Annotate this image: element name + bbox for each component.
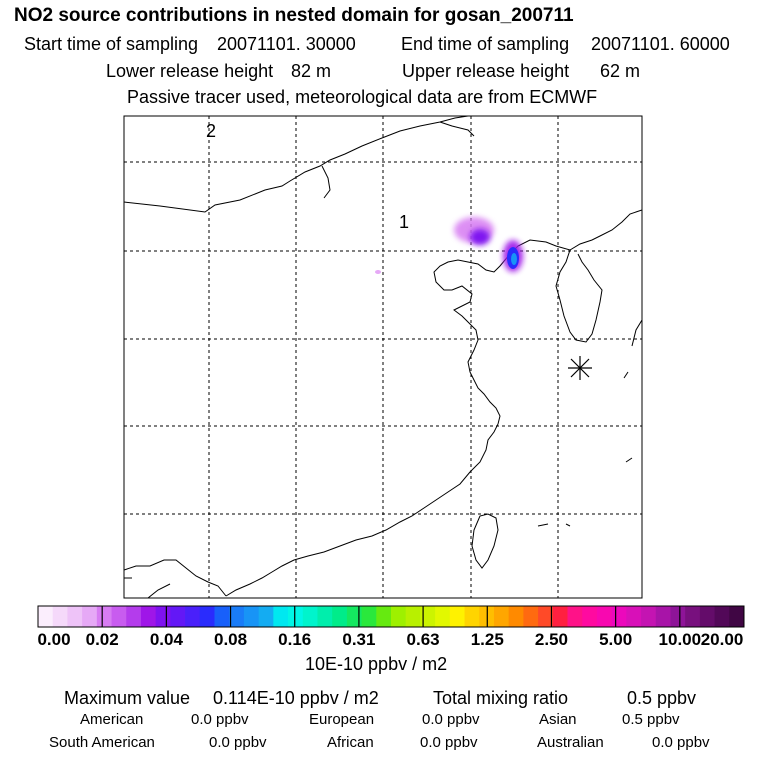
region-value-american: 0.0 ppbv: [191, 711, 249, 728]
end-time-label: End time of sampling: [401, 34, 570, 54]
colorbar-cell: [729, 606, 745, 627]
colorbar-cell: [523, 606, 539, 627]
colorbar-tick-label: 0.08: [213, 630, 248, 649]
colorbar-cell: [582, 606, 598, 627]
colorbar-cell: [670, 606, 686, 627]
colorbar-tick-label: 2.50: [534, 630, 568, 649]
region-name-asian: Asian: [539, 711, 577, 728]
colorbar-cell: [273, 606, 289, 627]
colorbar-cell: [140, 606, 157, 627]
colorbar-frame: [37, 605, 745, 628]
colorbar-cell: [346, 606, 362, 627]
colorbar-cell: [332, 606, 348, 627]
colorbar-cell: [214, 606, 230, 627]
start-time-label: Start time of sampling: [24, 34, 199, 54]
colorbar-cell: [714, 606, 730, 627]
upper-height-value: 62 m: [600, 61, 641, 81]
chart-title: NO2 source contributions in nested domai…: [14, 5, 574, 26]
region-name-south-american: South American: [49, 734, 155, 751]
region-label-1: 1: [399, 212, 409, 232]
colorbar-tick-label: 0.16: [278, 630, 312, 649]
lower-height-value: 82 m: [291, 61, 332, 81]
colorbar-cell: [685, 606, 701, 627]
colorbar-cell: [67, 606, 83, 627]
colorbar-cell: [82, 606, 98, 627]
colorbar-cell: [552, 606, 568, 627]
colorbar-unit-label: 10E-10 ppbv / m2: [305, 654, 448, 674]
colorbar-tick-label: 0.63: [406, 630, 440, 649]
tracer-note: Passive tracer used, meteorological data…: [127, 87, 598, 107]
lower-height-label: Lower release height: [106, 61, 274, 81]
colorbar-cell: [317, 606, 333, 627]
colorbar-cell: [538, 606, 554, 627]
colorbar-cell: [258, 606, 274, 627]
colorbar-tick-label: 1.25: [470, 630, 504, 649]
max-value: 0.114E-10 ppbv / m2: [213, 688, 379, 708]
colorbar-tick-label: 10.00: [658, 630, 702, 649]
start-time-value: 20071101. 30000: [217, 34, 356, 54]
colorbar-cell: [243, 606, 260, 627]
colorbar-cell: [376, 606, 392, 627]
colorbar-cell: [155, 606, 171, 627]
region-name-australian: Australian: [537, 734, 604, 751]
upper-height-label: Upper release height: [402, 61, 570, 81]
colorbar-cell: [52, 606, 68, 627]
colorbar-cell: [435, 606, 451, 627]
colorbar-tick-label: 0.31: [342, 630, 376, 649]
colorbar-cell: [596, 606, 613, 627]
colorbar-cell: [391, 606, 407, 627]
colorbar-cell: [405, 606, 421, 627]
end-time-value: 20071101. 60000: [591, 34, 730, 54]
total-mixing-value: 0.5 ppbv: [627, 688, 697, 708]
colorbar-tick-label: 0.00: [37, 630, 71, 649]
colorbar-cell: [361, 606, 377, 627]
colorbar-cell: [111, 606, 127, 627]
colorbar-cell: [508, 606, 524, 627]
region-value-european: 0.0 ppbv: [422, 711, 480, 728]
region-value-australian: 0.0 ppbv: [652, 734, 710, 751]
colorbar-tick-label: 0.02: [85, 630, 119, 649]
total-mixing-label: Total mixing ratio: [433, 688, 569, 708]
region-value-asian: 0.5 ppbv: [622, 711, 680, 728]
concentration-plume: [375, 217, 523, 274]
colorbar-cell: [493, 606, 510, 627]
colorbar-cell: [567, 606, 583, 627]
max-value-label: Maximum value: [64, 688, 191, 708]
colorbar-cell: [288, 606, 304, 627]
region-label-2: 2: [206, 121, 216, 141]
region-name-american: American: [80, 711, 144, 728]
colorbar-tick-label: 20.00: [700, 630, 744, 649]
region-name-african: African: [327, 734, 374, 751]
colorbar-cell: [611, 606, 627, 627]
colorbar-cell: [655, 606, 671, 627]
colorbar-cell: [699, 606, 715, 627]
colorbar-cell: [199, 606, 215, 627]
colorbar-cell: [185, 606, 201, 627]
colorbar-cell: [96, 606, 112, 627]
colorbar-cell: [464, 606, 480, 627]
colorbar-cell: [302, 606, 318, 627]
region-value-south-american: 0.0 ppbv: [209, 734, 267, 751]
colorbar-cell: [449, 606, 465, 627]
colorbar-cell: [126, 606, 142, 627]
map-gridlines: [124, 116, 642, 598]
colorbar-tick-label: 5.00: [599, 630, 633, 649]
region-name-european: European: [309, 711, 375, 728]
asterisk-icon: [568, 356, 592, 380]
colorbar-tick-label: 0.04: [149, 630, 183, 649]
colorbar-cell: [420, 606, 436, 627]
colorbar-cell: [38, 606, 54, 627]
colorbar-cell: [229, 606, 245, 627]
colorbar-cell: [626, 606, 642, 627]
region-value-african: 0.0 ppbv: [420, 734, 478, 751]
colorbar-cell: [641, 606, 657, 627]
colorbar-cell: [170, 606, 186, 627]
